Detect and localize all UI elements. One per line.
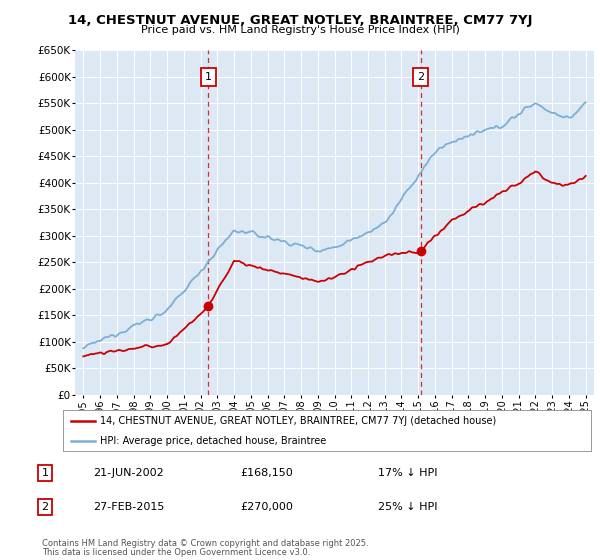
Text: £168,150: £168,150 bbox=[240, 468, 293, 478]
Text: 1: 1 bbox=[205, 72, 212, 82]
Text: 14, CHESTNUT AVENUE, GREAT NOTLEY, BRAINTREE, CM77 7YJ: 14, CHESTNUT AVENUE, GREAT NOTLEY, BRAIN… bbox=[68, 14, 532, 27]
Text: 27-FEB-2015: 27-FEB-2015 bbox=[93, 502, 164, 512]
Text: 2: 2 bbox=[417, 72, 424, 82]
Text: Price paid vs. HM Land Registry's House Price Index (HPI): Price paid vs. HM Land Registry's House … bbox=[140, 25, 460, 35]
Text: 2: 2 bbox=[41, 502, 49, 512]
Text: £270,000: £270,000 bbox=[240, 502, 293, 512]
Text: 14, CHESTNUT AVENUE, GREAT NOTLEY, BRAINTREE, CM77 7YJ (detached house): 14, CHESTNUT AVENUE, GREAT NOTLEY, BRAIN… bbox=[100, 417, 496, 426]
Text: 17% ↓ HPI: 17% ↓ HPI bbox=[378, 468, 437, 478]
Text: 21-JUN-2002: 21-JUN-2002 bbox=[93, 468, 164, 478]
Text: 25% ↓ HPI: 25% ↓ HPI bbox=[378, 502, 437, 512]
Text: Contains HM Land Registry data © Crown copyright and database right 2025.: Contains HM Land Registry data © Crown c… bbox=[42, 539, 368, 548]
Text: This data is licensed under the Open Government Licence v3.0.: This data is licensed under the Open Gov… bbox=[42, 548, 310, 557]
Text: HPI: Average price, detached house, Braintree: HPI: Average price, detached house, Brai… bbox=[100, 436, 326, 446]
Text: 1: 1 bbox=[41, 468, 49, 478]
